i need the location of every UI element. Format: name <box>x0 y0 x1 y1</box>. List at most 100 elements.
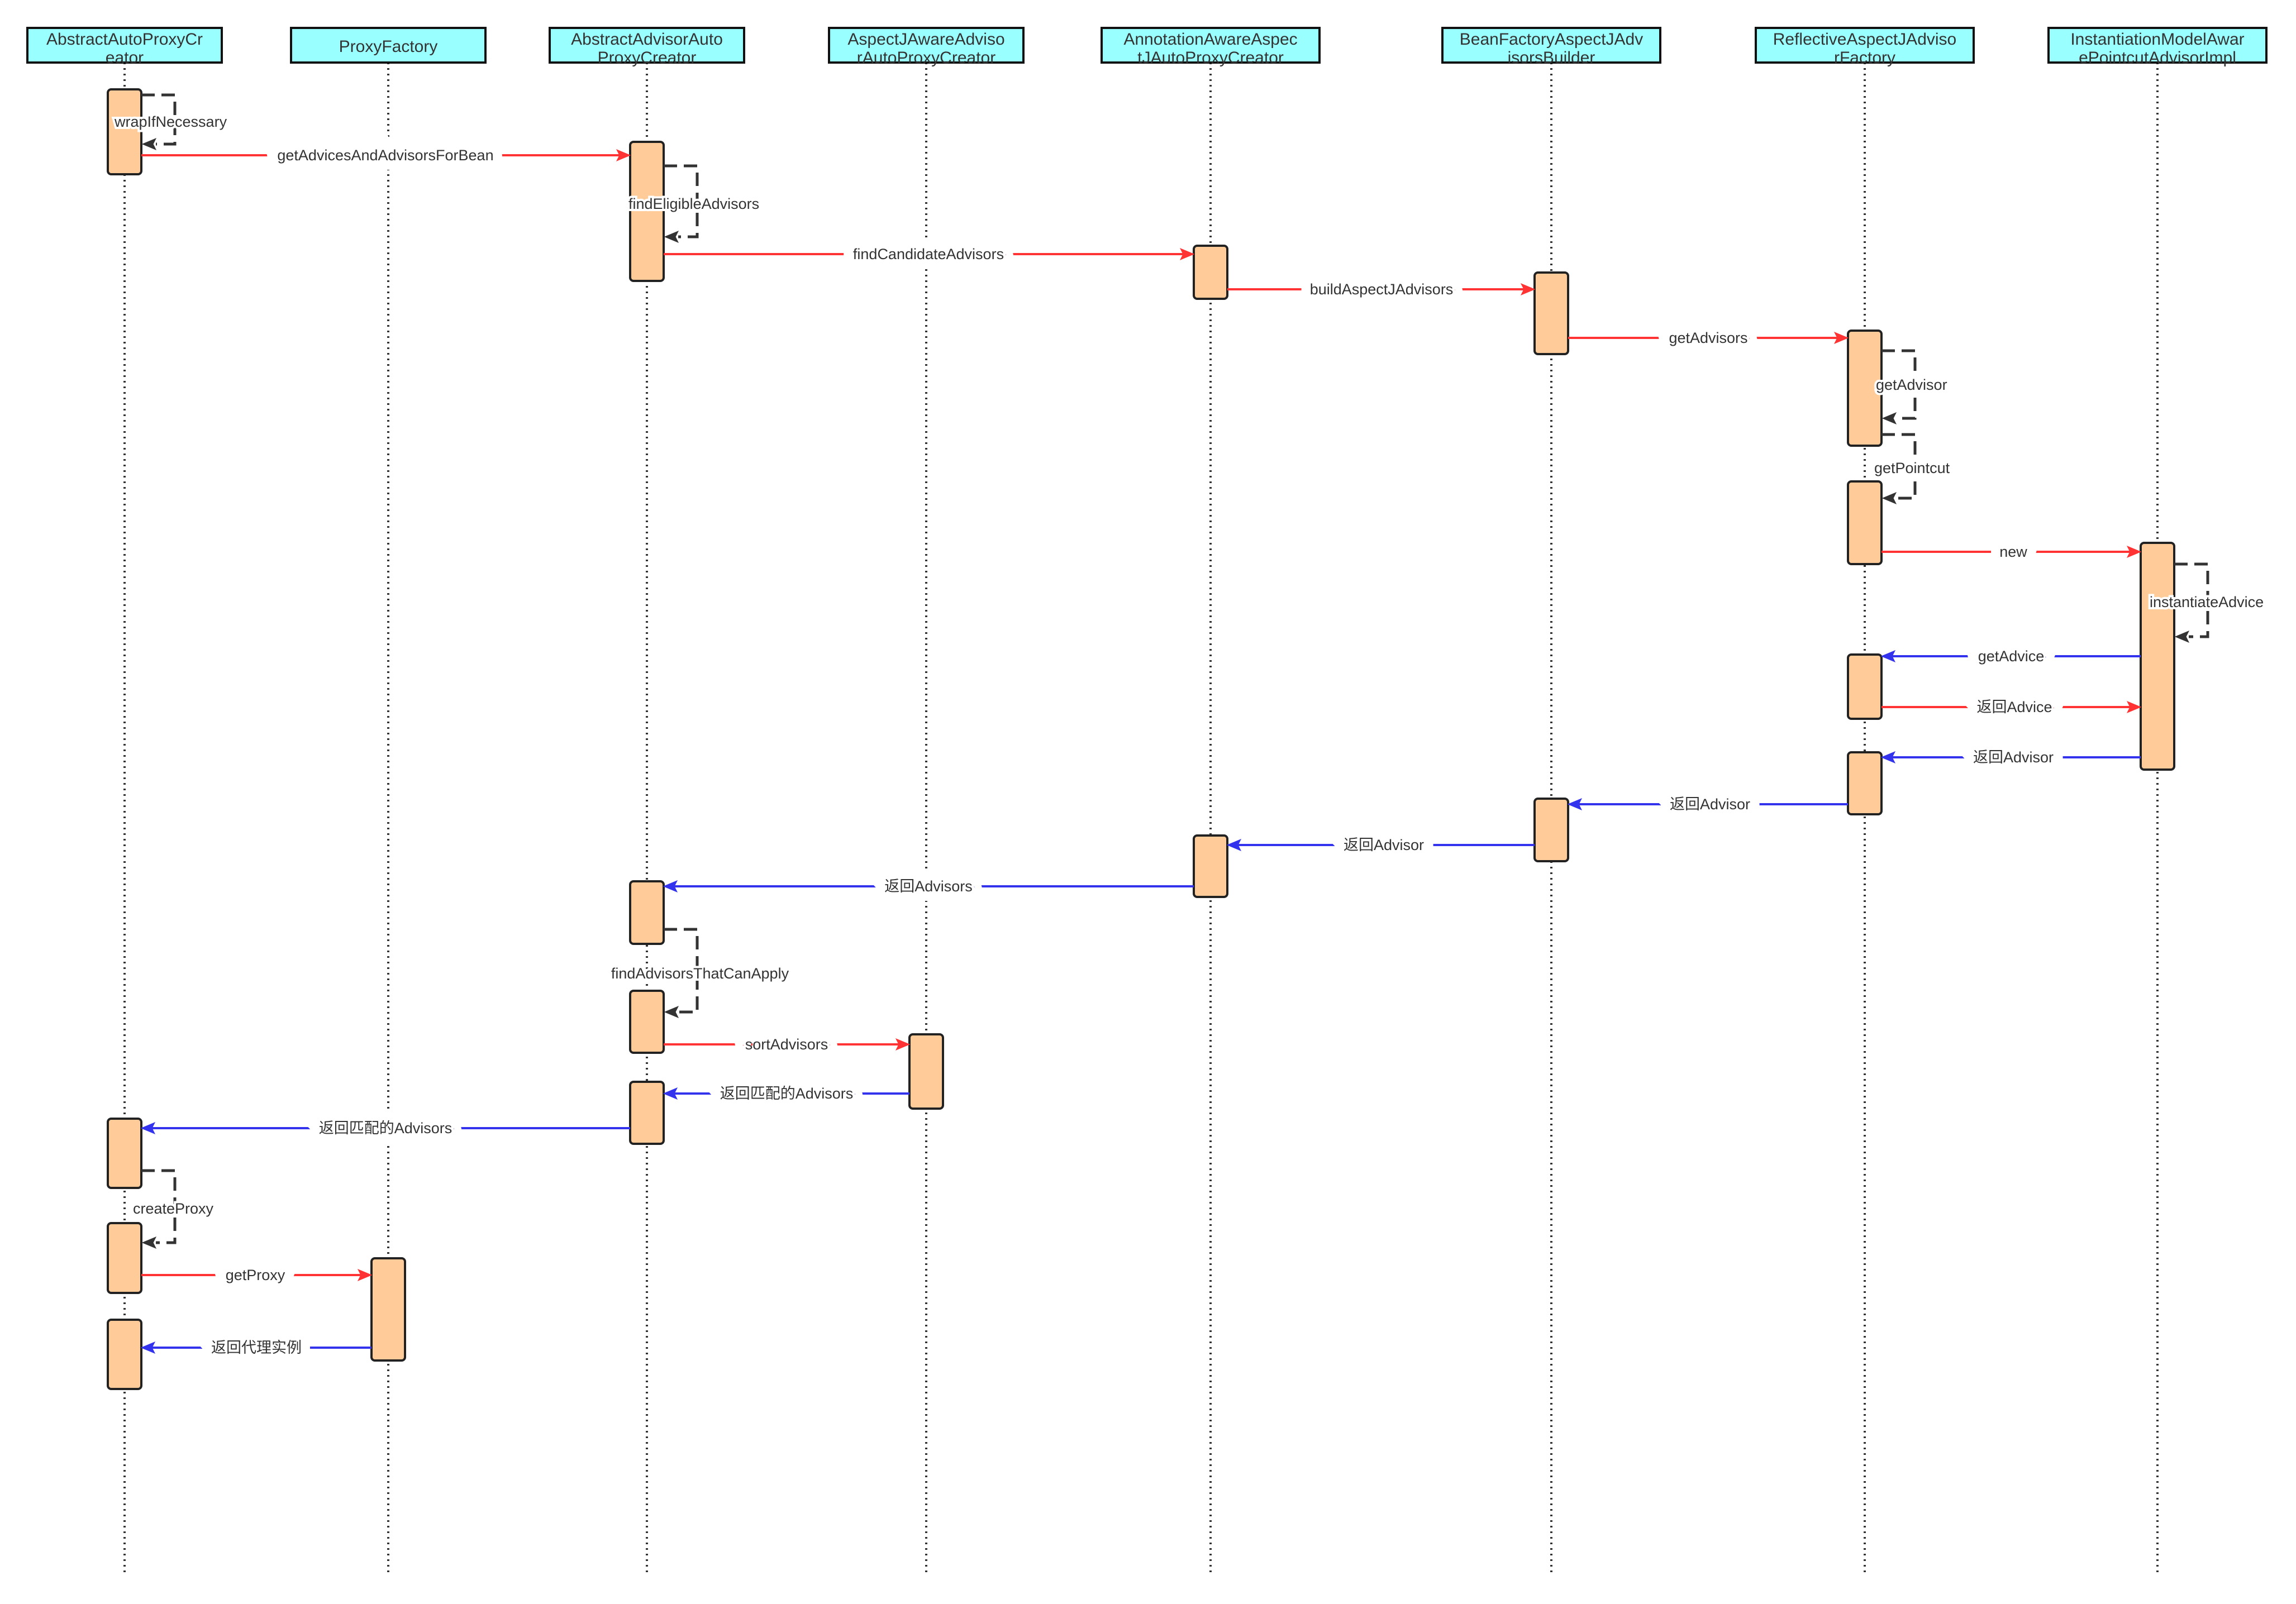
participant-instantiation-model-aware-pointcut-advisor-impl: InstantiationModelAwarePointcutAdvisorIm… <box>2047 27 2268 67</box>
participant-box <box>1755 27 1975 64</box>
message-label: getProxy <box>226 1267 285 1283</box>
message-label: 返回匹配的Advisors <box>720 1085 854 1102</box>
activation-bar <box>107 88 142 175</box>
arrowhead <box>1880 650 1896 662</box>
self-call-line <box>141 93 177 146</box>
arrowhead <box>2174 631 2190 643</box>
arrowhead <box>1179 248 1195 260</box>
participant-name: AbstractAdvisorAuto <box>571 30 723 49</box>
arrowhead <box>663 1087 678 1100</box>
participant-box <box>290 27 487 64</box>
activation-bar <box>629 1081 665 1145</box>
arrowhead <box>141 1237 157 1249</box>
arrowhead <box>616 149 631 161</box>
participant-name: eator <box>106 49 144 67</box>
participant-box <box>828 27 1025 64</box>
activation-bar <box>1193 245 1228 300</box>
self-call-line <box>664 164 699 238</box>
self-call-line <box>1881 433 1917 500</box>
message-label: wrapIfNecessary <box>114 113 227 130</box>
participant-name: AspectJAwareAdviso <box>847 30 1004 49</box>
message-label: new <box>1999 543 2027 560</box>
activation-bar <box>107 1222 142 1294</box>
self-call-line <box>1881 349 1917 420</box>
participant-name: AnnotationAwareAspec <box>1123 30 1297 49</box>
participant-name: ProxyCreator <box>598 49 697 67</box>
message-label: createProxy <box>133 1200 214 1217</box>
participant-name: tJAutoProxyCreator <box>1137 49 1284 67</box>
message-label: getAdvicesAndAdvisorsForBean <box>277 147 493 164</box>
arrowhead <box>1567 798 1583 810</box>
activation-bar <box>1533 271 1569 355</box>
arrowhead <box>1881 492 1897 504</box>
message-label: 返回Advisor <box>1973 749 2054 766</box>
activation-bar <box>2140 542 2175 771</box>
activation-bar <box>1847 653 1883 720</box>
arrowhead <box>1226 839 1242 851</box>
arrowhead <box>1880 751 1896 763</box>
message-label: 返回Advisor <box>1670 796 1750 813</box>
self-call-line <box>664 928 699 1014</box>
message-label: getAdvice <box>1978 648 2045 665</box>
arrowhead <box>2126 546 2142 558</box>
message-label: 返回匹配的Advisors <box>319 1120 452 1137</box>
participant-box <box>26 27 223 64</box>
participant-box <box>2047 27 2268 64</box>
activation-bar <box>107 1319 142 1390</box>
participant-name: isorsBuilder <box>1508 49 1595 67</box>
arrowhead <box>664 1006 679 1018</box>
activation-bar <box>107 1118 142 1189</box>
message-label: sortAdvisors <box>745 1036 828 1053</box>
message-self: createProxy <box>131 1169 216 1249</box>
activation-bar <box>1847 751 1883 815</box>
activation-bar <box>629 880 665 945</box>
arrowhead <box>1881 412 1897 424</box>
activation-bar <box>1847 330 1883 447</box>
participant-name: AbstractAutoProxyCr <box>46 30 203 49</box>
participant-name: ReflectiveAspectJAdviso <box>1773 30 1956 49</box>
participant-box <box>1101 27 1321 64</box>
message-self: instantiateAdvice <box>2147 562 2266 643</box>
activation-bar <box>1533 798 1569 862</box>
message-label: 返回Advisors <box>884 878 973 895</box>
participant-box <box>1441 27 1661 64</box>
arrowhead <box>140 1122 156 1134</box>
message-self: wrapIfNecessary <box>112 93 230 150</box>
message-label: findCandidateAdvisors <box>853 246 1004 262</box>
message-self: getAdvisor <box>1874 349 1950 424</box>
participant-box <box>549 27 745 64</box>
message-label: findEligibleAdvisors <box>628 195 759 212</box>
participant-name: InstantiationModelAwar <box>2070 30 2244 49</box>
activation-bar <box>370 1257 406 1362</box>
message-label: getPointcut <box>1874 460 1950 476</box>
activation-bar <box>1847 480 1883 565</box>
arrowhead <box>1520 283 1536 295</box>
message-self: findEligibleAdvisors <box>626 164 761 243</box>
participant-proxy-factory: ProxyFactory <box>290 27 487 64</box>
activation-bar <box>908 1033 944 1110</box>
participant-name: ePointcutAdvisorImpl <box>2079 49 2236 67</box>
participant-name: rFactory <box>1834 49 1895 67</box>
activation-bars <box>107 88 2175 1390</box>
message-label: instantiateAdvice <box>2150 594 2264 610</box>
arrowhead <box>357 1269 373 1281</box>
arrowhead <box>2126 701 2142 713</box>
message-label: 返回代理实例 <box>211 1339 302 1356</box>
activation-bar <box>629 990 665 1054</box>
activation-bar <box>629 141 665 282</box>
arrowhead <box>663 880 678 892</box>
message-label: getAdvisor <box>1876 376 1947 393</box>
message-self: findAdvisorsThatCanApply <box>609 928 792 1018</box>
self-call-line <box>2174 562 2209 638</box>
message-label: 返回Advice <box>1976 699 2052 715</box>
message-label: buildAspectJAdvisors <box>1310 281 1454 298</box>
message-label: findAdvisorsThatCanApply <box>611 965 789 982</box>
